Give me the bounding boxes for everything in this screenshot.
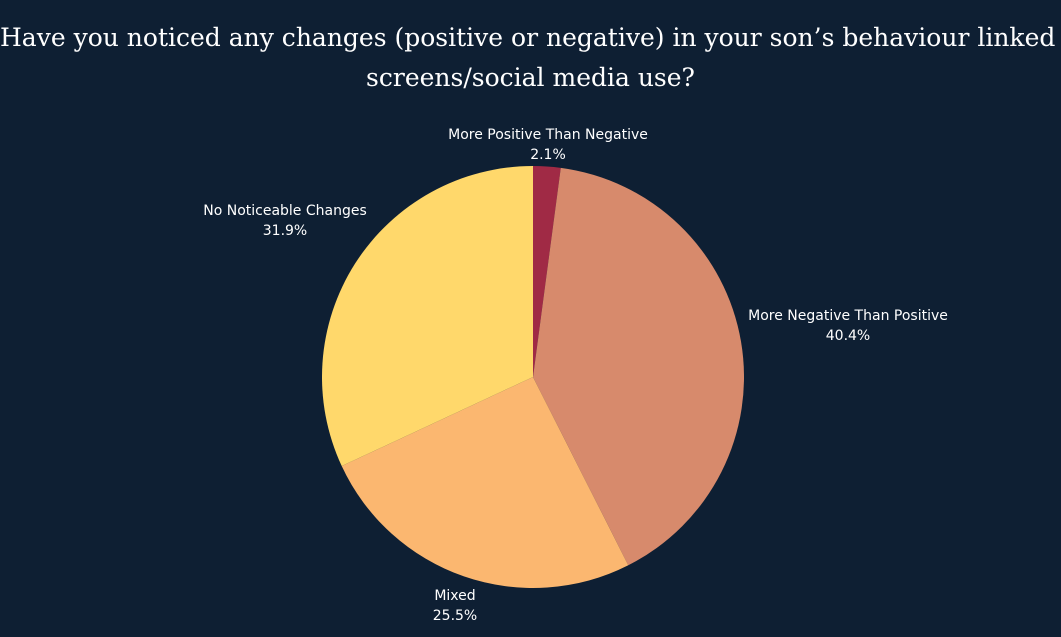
- slice-label-mixed: Mixed: [434, 588, 475, 604]
- slice-percent-mixed: 25.5%: [433, 608, 477, 624]
- pie-slice-no-noticeable-changes: [322, 166, 533, 467]
- chart-title-line-1: Have you noticed any changes (positive o…: [0, 23, 1061, 52]
- chart-title: Have you noticed any changes (positive o…: [0, 18, 1061, 98]
- pie-slice-more-positive-than-negative: [533, 166, 561, 377]
- slice-label-more-negative-than-positive: More Negative Than Positive: [748, 308, 948, 324]
- slice-label-more-positive-than-negative: More Positive Than Negative: [448, 127, 648, 143]
- pie-slice-mixed: [341, 377, 629, 589]
- slice-percent-more-positive-than-negative: 2.1%: [530, 147, 566, 163]
- slice-label-no-noticeable-changes: No Noticeable Changes: [203, 203, 367, 219]
- slice-percent-no-noticeable-changes: 31.9%: [263, 223, 307, 239]
- chart-title-line-2: screens/social media use?: [366, 63, 695, 92]
- pie-slice-more-negative-than-positive: [533, 167, 745, 566]
- slice-percent-more-negative-than-positive: 40.4%: [826, 328, 870, 344]
